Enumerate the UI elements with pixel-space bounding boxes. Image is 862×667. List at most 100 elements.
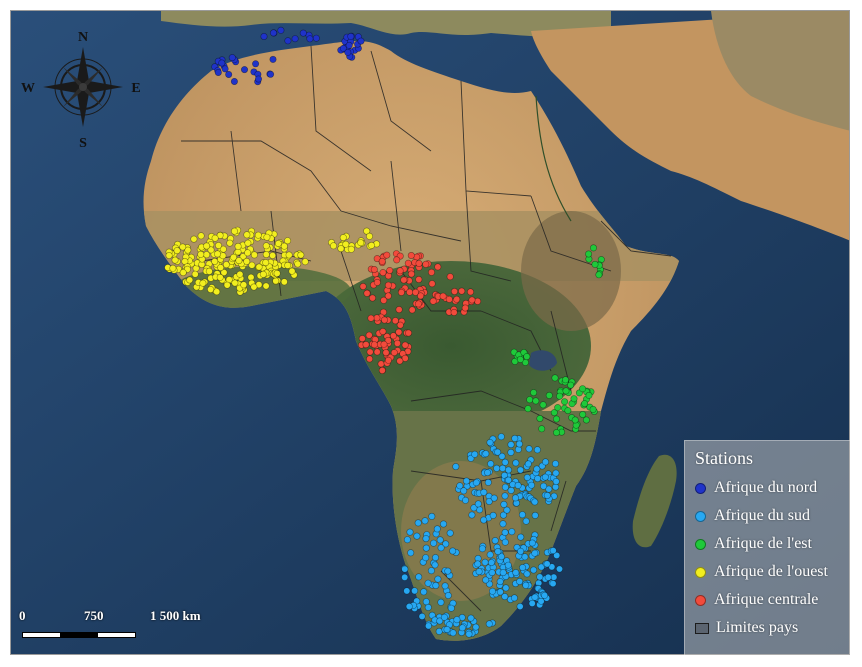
madagascar: [632, 454, 677, 548]
legend-label-nord: Afrique du nord: [714, 479, 818, 496]
station-dot-sud: [501, 458, 509, 466]
station-dot-est: [554, 404, 562, 412]
station-dot-ouest: [248, 261, 256, 269]
station-dot-centrale: [377, 360, 385, 368]
station-dot-ouest: [262, 259, 270, 267]
station-dot-centrale: [427, 268, 435, 276]
station-dot-sud: [525, 445, 533, 453]
station-dot-est: [556, 392, 564, 400]
station-dot-nord: [299, 29, 307, 37]
station-dot-sud: [500, 471, 508, 479]
station-dot-centrale: [415, 260, 423, 268]
station-dot-ouest: [219, 245, 227, 253]
station-dot-sud: [485, 620, 493, 628]
station-dot-est: [550, 409, 558, 417]
station-dot-centrale: [397, 288, 405, 296]
station-dot-sud: [516, 602, 524, 610]
station-dot-sud: [517, 533, 525, 541]
station-dot-sud: [537, 563, 545, 571]
station-dot-sud: [517, 547, 525, 555]
station-dot-est: [562, 387, 570, 395]
station-dot-sud: [555, 565, 563, 573]
station-dot-sud: [497, 553, 505, 561]
station-dot-centrale: [450, 287, 458, 295]
station-dot-sud: [497, 433, 505, 441]
station-dot-sud: [501, 593, 509, 601]
station-dot-est: [552, 415, 560, 423]
station-dot-ouest: [263, 233, 271, 241]
station-dot-ouest: [239, 253, 247, 261]
station-dot-centrale: [390, 349, 398, 357]
scale-seg-1: [23, 633, 61, 637]
station-dot-centrale: [362, 341, 370, 349]
station-dot-sud: [552, 469, 560, 477]
station-dot-est: [570, 395, 578, 403]
map-frame[interactable]: N S E W: [10, 10, 850, 655]
station-dot-sud: [460, 487, 468, 495]
station-dot-ouest: [186, 276, 194, 284]
station-dot-nord: [230, 78, 238, 86]
map-canvas[interactable]: N S E W: [11, 11, 850, 655]
station-dot-sud: [489, 511, 497, 519]
station-dot-sud: [486, 551, 494, 559]
station-dot-centrale: [422, 260, 430, 268]
station-dot-ouest: [250, 251, 258, 259]
station-dot-centrale: [417, 292, 425, 300]
station-dot-sud: [491, 537, 499, 545]
station-dot-ouest: [173, 247, 181, 255]
station-dot-sud: [503, 506, 511, 514]
station-dot-nord: [357, 37, 365, 45]
legend-swatch-nord: [695, 482, 706, 494]
station-dot-sud: [453, 616, 461, 624]
station-dot-centrale: [404, 259, 412, 267]
station-dot-ouest: [284, 237, 292, 245]
station-dot-centrale: [379, 327, 387, 335]
station-dot-sud: [511, 434, 519, 442]
station-dot-sud: [533, 446, 541, 454]
station-dot-sud: [437, 544, 445, 552]
station-dot-ouest: [216, 231, 224, 239]
station-dot-sud: [498, 452, 506, 460]
station-dot-centrale: [414, 300, 422, 308]
station-dot-est: [545, 391, 553, 399]
station-dot-centrale: [396, 357, 404, 365]
station-dot-est: [551, 374, 559, 382]
station-dot-ouest: [240, 281, 248, 289]
station-dot-centrale: [380, 296, 388, 304]
station-dot-ouest: [297, 251, 305, 259]
station-dot-nord: [339, 44, 347, 52]
station-dot-ouest: [262, 282, 270, 290]
station-dot-sud: [406, 528, 414, 536]
station-dot-nord: [312, 34, 320, 42]
station-dot-sud: [424, 579, 432, 587]
station-dot-ouest: [259, 270, 267, 278]
station-dot-centrale: [407, 270, 415, 278]
station-dot-sud: [474, 560, 482, 568]
station-dot-ouest: [191, 270, 199, 278]
scale-tick-1500: 1 500 km: [150, 608, 201, 623]
station-dot-centrale: [395, 306, 403, 314]
station-dot-ouest: [222, 261, 230, 269]
station-dot-sud: [434, 575, 442, 583]
legend-title: Stations: [695, 448, 754, 468]
station-dot-sud: [519, 564, 527, 572]
station-dot-ouest: [211, 258, 219, 266]
station-dot-centrale: [461, 304, 469, 312]
station-dot-sud: [524, 460, 532, 468]
station-dot-est: [579, 385, 587, 393]
legend-label-borders: Limites pays: [716, 619, 799, 636]
station-dot-ouest: [243, 231, 251, 239]
station-dot-centrale: [378, 366, 386, 374]
station-dot-sud: [531, 593, 539, 601]
lake-victoria: [529, 350, 557, 371]
station-dot-sud: [527, 481, 535, 489]
compass-east: E: [131, 81, 140, 96]
station-dot-sud: [468, 511, 476, 519]
station-dot-centrale: [393, 256, 401, 264]
station-dot-ouest: [337, 245, 345, 253]
station-dot-sud: [422, 535, 430, 543]
station-dot-sud: [514, 481, 522, 489]
station-dot-centrale: [468, 296, 476, 304]
station-dot-est: [530, 389, 538, 397]
station-dot-centrale: [384, 356, 392, 364]
